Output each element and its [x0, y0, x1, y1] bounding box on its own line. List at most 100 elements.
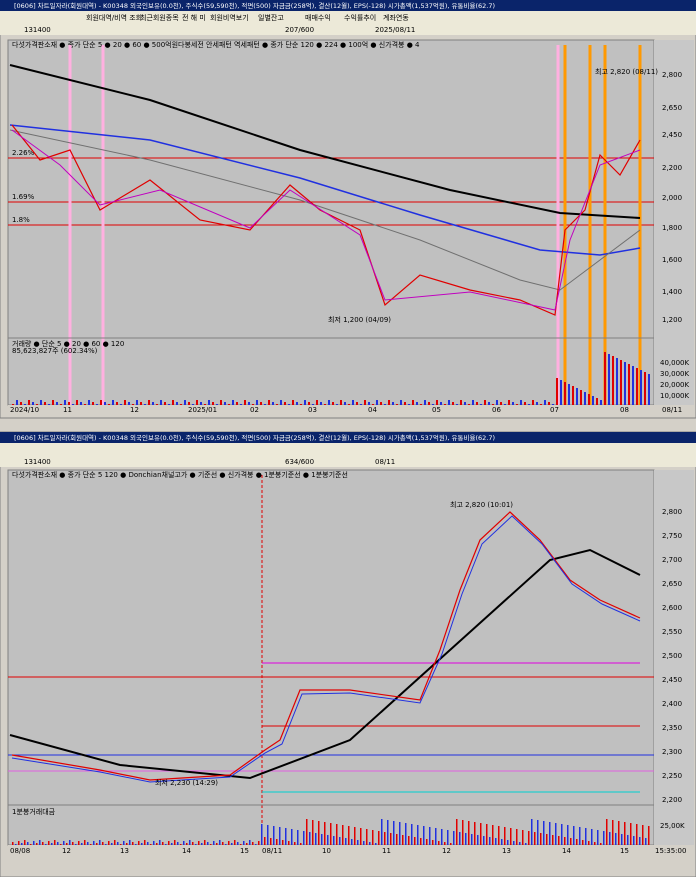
- percent-label: 1.8%: [12, 216, 30, 224]
- toolbar-button[interactable]: 최근회원종목: [140, 13, 179, 22]
- volume-bar: [384, 832, 386, 845]
- x-axis: [8, 845, 694, 855]
- x-label: 08/11: [662, 406, 682, 414]
- volume-bar: [228, 404, 230, 405]
- volume-bar: [564, 382, 566, 405]
- volume-bar: [156, 843, 158, 845]
- volume-bar: [66, 843, 68, 845]
- volume-bar: [225, 844, 227, 845]
- volume-bar: [96, 404, 98, 405]
- volume-bar: [435, 828, 437, 845]
- volume-bar: [348, 404, 350, 405]
- volume-bar: [153, 841, 155, 845]
- volume-tick: 20,000K: [660, 381, 689, 389]
- volume-bar: [284, 402, 286, 405]
- x-label: 2025/01: [188, 406, 217, 414]
- volume-bar: [54, 840, 56, 845]
- volume-bar: [408, 836, 410, 845]
- line: [11, 129, 641, 311]
- volume-bar: [588, 841, 590, 845]
- volume-bar: [561, 824, 563, 845]
- volume-bar: [519, 842, 521, 845]
- volume-bar: [63, 841, 65, 845]
- volume-bar: [111, 843, 113, 845]
- volume-bar: [184, 400, 186, 405]
- code[interactable]: 131400: [24, 26, 51, 34]
- volume-bar: [596, 398, 598, 405]
- volume-bar: [648, 826, 650, 845]
- volume-legend: 1분봉거래대금: [12, 807, 56, 816]
- toolbar-button[interactable]: 전 해 미: [182, 13, 206, 22]
- volume-bar: [603, 831, 605, 845]
- volume-bar: [352, 400, 354, 405]
- volume-bar: [495, 838, 497, 845]
- toolbar-button[interactable]: 계좌연동: [383, 13, 409, 22]
- x-label: 15:35:00: [655, 847, 686, 855]
- volume-bar: [252, 842, 254, 845]
- price-tick: 2,450: [662, 131, 682, 139]
- volume-bar: [624, 362, 626, 405]
- toolbar-button[interactable]: 수익률추이: [344, 13, 376, 22]
- volume-bar: [579, 827, 581, 845]
- toolbar-button[interactable]: 회원비역보기: [210, 13, 249, 22]
- x-label: 07: [550, 406, 559, 414]
- volume-bar: [78, 841, 80, 845]
- volume-bar: [513, 841, 515, 845]
- volume-bar: [320, 402, 322, 405]
- volume-bar: [102, 842, 104, 845]
- line: [9, 64, 641, 219]
- volume-bar: [246, 843, 248, 845]
- volume-bar: [84, 404, 86, 405]
- volume-bar: [216, 404, 218, 405]
- volume-bar: [12, 842, 14, 845]
- volume-bar: [108, 404, 110, 405]
- x-label: 15: [240, 847, 249, 855]
- volume-bar: [477, 835, 479, 845]
- volume-bar: [468, 404, 470, 405]
- volume-bar: [582, 840, 584, 845]
- volume-bar: [636, 824, 638, 845]
- volume-tick: 40,000K: [660, 359, 689, 367]
- volume-bar: [408, 404, 410, 405]
- volume-bar: [288, 404, 290, 405]
- volume-bar: [486, 824, 488, 845]
- volume-bar: [360, 404, 362, 405]
- toolbar-button[interactable]: 매매수익: [305, 14, 331, 22]
- volume-bar: [207, 842, 209, 845]
- volume-bar: [447, 830, 449, 845]
- volume-bar: [189, 840, 191, 845]
- volume-bar: [453, 831, 455, 845]
- price-tick: 1,800: [662, 224, 682, 232]
- volume-bar: [52, 400, 54, 405]
- volume-bar: [609, 832, 611, 845]
- volume-bar: [75, 844, 77, 845]
- code[interactable]: 131400: [24, 458, 51, 466]
- date[interactable]: 2025/08/11: [375, 26, 415, 34]
- volume-bar: [558, 836, 560, 845]
- volume-bar: [525, 843, 527, 845]
- volume-bar: [618, 821, 620, 845]
- volume-bar: [489, 837, 491, 845]
- volume-bar: [147, 842, 149, 845]
- volume-bar: [99, 840, 101, 845]
- volume-bar: [72, 404, 74, 405]
- volume-bar: [564, 837, 566, 845]
- legend: 다섯가격판소재 ● 종가 단순 5 ● 20 ● 60 ● 500억원다봉세전 …: [12, 40, 420, 49]
- volume-bar: [12, 404, 14, 405]
- volume-bar: [465, 833, 467, 845]
- window-title: [0606] 차트일자라(회원대역) - K00348 외국인보유(0.0천),…: [14, 433, 495, 442]
- x-label: 06: [492, 406, 501, 414]
- volume-bar: [88, 400, 90, 405]
- toolbar-button[interactable]: 회원대역/비역 조회: [86, 13, 142, 22]
- period: 207/600: [285, 26, 314, 34]
- volume-bar: [648, 374, 650, 405]
- volume-bar: [216, 843, 218, 845]
- volume-bar: [168, 404, 170, 405]
- volume-bar: [450, 843, 452, 845]
- toolbar-button[interactable]: 일별잔고: [258, 13, 284, 22]
- volume-bar: [27, 842, 29, 845]
- date[interactable]: 08/11: [375, 458, 395, 466]
- volume-bar: [51, 843, 53, 845]
- volume-bar: [280, 400, 282, 405]
- volume-bar: [393, 821, 395, 845]
